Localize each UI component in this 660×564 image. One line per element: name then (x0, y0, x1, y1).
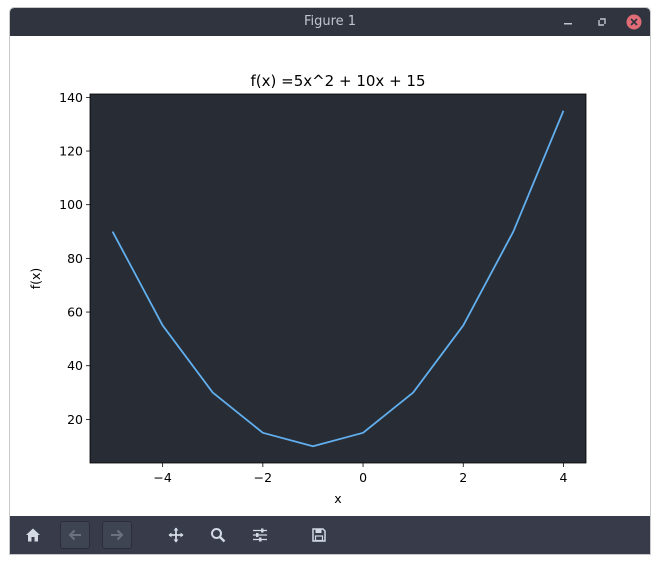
arrow-right-icon (111, 529, 124, 541)
save-button[interactable] (304, 521, 334, 549)
sliders-icon (253, 528, 267, 542)
navigation-toolbar (10, 516, 650, 554)
y-tick-label: 100 (59, 197, 83, 212)
x-tick-label: 2 (459, 470, 467, 485)
figure-window: Figure 1 20 40 60 80 100 120 140 −4 −2 0 2 4 f(x) … (10, 8, 650, 554)
figure-canvas[interactable]: 20 40 60 80 100 120 140 −4 −2 0 2 4 f(x) =5x^2 + 1… (10, 36, 650, 516)
plot-area (90, 94, 586, 463)
configure-subplots-button[interactable] (245, 521, 275, 549)
minimize-icon[interactable] (560, 14, 576, 30)
search-icon (211, 528, 226, 543)
x-tick-label: −4 (153, 470, 171, 485)
y-tick-label: 60 (67, 305, 83, 320)
y-tick-label: 80 (67, 251, 83, 266)
y-axis: 20 40 60 80 100 120 140 (59, 90, 90, 427)
y-tick-label: 40 (67, 358, 83, 373)
series-group (111, 110, 565, 448)
close-icon[interactable] (626, 14, 642, 30)
x-tick-label: −2 (254, 470, 272, 485)
save-icon (312, 528, 326, 542)
arrow-left-icon (68, 529, 81, 541)
y-tick-label: 120 (59, 144, 83, 159)
x-axis: −4 −2 0 2 4 (153, 463, 567, 485)
zoom-button[interactable] (203, 521, 233, 549)
home-icon (26, 528, 40, 542)
plot-frame (89, 93, 587, 464)
chart-title: f(x) =5x^2 + 10x + 15 (251, 72, 426, 90)
forward-button[interactable] (102, 521, 132, 549)
back-button[interactable] (60, 521, 90, 549)
maximize-icon[interactable] (594, 14, 610, 30)
pan-button[interactable] (161, 521, 191, 549)
x-tick-label: 4 (559, 470, 567, 485)
y-axis-label: f(x) (28, 268, 43, 290)
window-title: Figure 1 (303, 14, 357, 29)
x-tick-label: 0 (359, 470, 367, 485)
y-tick-label: 20 (67, 412, 83, 427)
y-tick-label: 140 (59, 90, 83, 105)
move-icon (168, 527, 184, 543)
title-bar[interactable]: Figure 1 (10, 8, 650, 36)
home-button[interactable] (18, 521, 48, 549)
line-chart: 20 40 60 80 100 120 140 −4 −2 0 2 4 f(x) =5x^2 + 1… (28, 72, 587, 506)
x-axis-label: x (334, 491, 341, 506)
series-line (111, 110, 565, 448)
